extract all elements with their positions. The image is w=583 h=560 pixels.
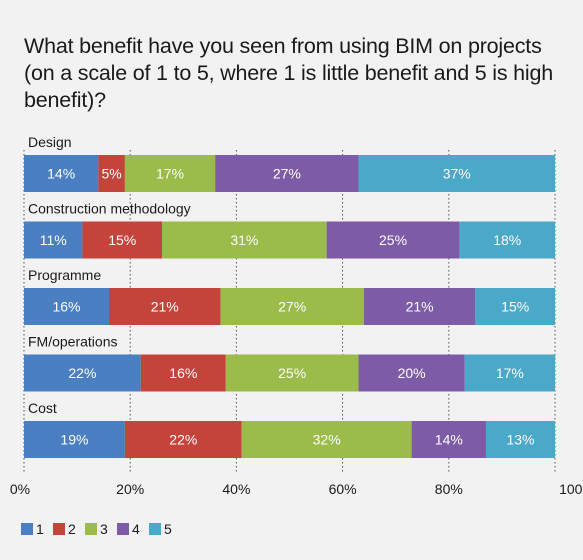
bar-segment <box>358 354 465 392</box>
x-axis-ticks: 0% 20% 40% 60% 80% 100% <box>10 481 583 497</box>
bar-segment <box>98 155 125 192</box>
bar-segment <box>124 421 242 458</box>
data-label: 21% <box>406 299 434 315</box>
data-label: 31% <box>230 232 258 248</box>
data-label: 14% <box>435 432 463 448</box>
data-label: 20% <box>398 365 426 381</box>
data-label: 17% <box>156 166 184 182</box>
data-label: 16% <box>52 299 80 315</box>
category-labels: Design Construction methodology Programme F… <box>28 134 191 416</box>
legend-label: 1 <box>36 521 44 537</box>
chart-title: What benefit have you seen from using BI… <box>24 34 554 112</box>
tick-label: 20% <box>116 481 144 497</box>
bar-segment <box>24 421 125 458</box>
legend-swatch <box>149 523 161 535</box>
bar-segment <box>24 155 99 192</box>
data-label: 27% <box>273 166 301 182</box>
data-label: 22% <box>68 365 96 381</box>
bar-segment <box>363 288 476 325</box>
data-label: 15% <box>108 232 136 248</box>
bar-segment <box>24 221 83 259</box>
category-label: Design <box>28 134 72 150</box>
legend: 1 2 3 4 5 <box>21 521 172 537</box>
tick-label: 60% <box>329 481 357 497</box>
bar-segment <box>326 221 460 259</box>
bar-segment <box>124 155 216 192</box>
data-label: 15% <box>501 299 529 315</box>
category-label: Programme <box>28 267 101 283</box>
bar-segment <box>411 421 486 458</box>
category-label: FM/operations <box>28 334 117 350</box>
bar-segment <box>358 155 555 192</box>
data-label: 22% <box>169 432 197 448</box>
tick-label: 0% <box>10 481 30 497</box>
data-label: 19% <box>60 432 88 448</box>
bar-segment <box>140 354 226 392</box>
legend-label: 2 <box>68 521 76 537</box>
data-label: 18% <box>493 232 521 248</box>
bar-segment <box>108 288 221 325</box>
bar-segment <box>459 221 555 259</box>
bar-segment <box>215 155 359 192</box>
tick-label: 40% <box>222 481 250 497</box>
data-label: 17% <box>496 365 524 381</box>
data-label: 13% <box>506 432 534 448</box>
tick-label: 80% <box>435 481 463 497</box>
data-label: 21% <box>151 299 179 315</box>
bar-segment <box>24 354 141 392</box>
bar-segment <box>464 354 555 392</box>
bar-segment <box>220 288 364 325</box>
data-label: 5% <box>101 166 121 182</box>
bar-segment <box>162 221 327 259</box>
tick-label: 100% <box>559 481 583 497</box>
legend-label: 4 <box>132 521 140 537</box>
bar-segment <box>24 288 109 325</box>
bars: 14% 5% 17% 27% 37% 11% 15% 31% 25% 18% 16% 21% 27% 21… <box>24 155 555 458</box>
data-label: 14% <box>47 166 75 182</box>
bar-segment <box>485 421 555 458</box>
bar-segment <box>82 221 163 259</box>
data-label: 16% <box>169 365 197 381</box>
legend-swatch <box>21 523 33 535</box>
data-label: 32% <box>313 432 341 448</box>
legend-swatch <box>117 523 129 535</box>
category-label: Cost <box>28 400 57 416</box>
category-label: Construction methodology <box>28 201 191 217</box>
data-label: 25% <box>379 232 407 248</box>
legend-label: 3 <box>100 521 108 537</box>
bar-segment <box>225 354 359 392</box>
data-label: 11% <box>40 232 67 248</box>
bar-segment <box>475 288 555 325</box>
bar-segment <box>241 421 412 458</box>
data-label: 27% <box>278 299 306 315</box>
legend-swatch <box>85 523 97 535</box>
data-label: 37% <box>443 166 471 182</box>
data-label: 25% <box>278 365 306 381</box>
legend-swatch <box>53 523 65 535</box>
legend-label: 5 <box>164 521 172 537</box>
